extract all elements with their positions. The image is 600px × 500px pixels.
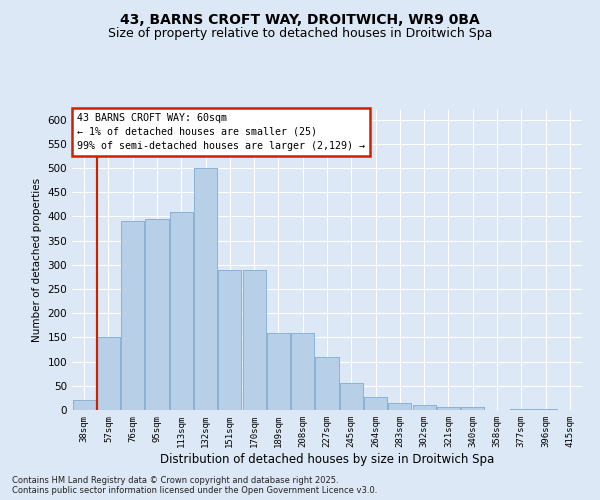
Bar — [145, 219, 169, 410]
Bar — [194, 168, 217, 410]
Bar — [242, 270, 266, 410]
Bar — [97, 338, 120, 410]
Bar — [194, 168, 217, 410]
Bar — [510, 409, 533, 410]
X-axis label: Distribution of detached houses by size in Droitwich Spa: Distribution of detached houses by size … — [160, 452, 494, 466]
Bar — [218, 270, 241, 410]
Text: 43 BARNS CROFT WAY: 60sqm
← 1% of detached houses are smaller (25)
99% of semi-d: 43 BARNS CROFT WAY: 60sqm ← 1% of detach… — [77, 113, 365, 151]
Bar — [413, 405, 436, 410]
Text: Contains HM Land Registry data © Crown copyright and database right 2025.
Contai: Contains HM Land Registry data © Crown c… — [12, 476, 377, 495]
Bar — [291, 332, 314, 410]
Bar — [340, 384, 363, 410]
Bar — [340, 384, 363, 410]
Y-axis label: Number of detached properties: Number of detached properties — [32, 178, 42, 342]
Bar — [145, 219, 169, 410]
Text: 43, BARNS CROFT WAY, DROITWICH, WR9 0BA: 43, BARNS CROFT WAY, DROITWICH, WR9 0BA — [120, 12, 480, 26]
Text: Size of property relative to detached houses in Droitwich Spa: Size of property relative to detached ho… — [108, 28, 492, 40]
Bar — [437, 407, 460, 410]
Bar — [461, 406, 484, 410]
Bar — [267, 332, 290, 410]
Bar — [437, 407, 460, 410]
Bar — [97, 338, 120, 410]
Bar — [170, 212, 193, 410]
Bar — [510, 409, 533, 410]
Bar — [388, 402, 412, 410]
Bar — [316, 357, 338, 410]
Bar — [170, 212, 193, 410]
Bar — [316, 357, 338, 410]
Bar — [267, 332, 290, 410]
Bar — [291, 332, 314, 410]
Bar — [121, 222, 144, 410]
Bar — [218, 270, 241, 410]
Bar — [364, 397, 387, 410]
Bar — [121, 222, 144, 410]
Bar — [413, 405, 436, 410]
Bar — [388, 402, 412, 410]
Bar — [364, 397, 387, 410]
Bar — [73, 400, 95, 410]
Bar — [461, 406, 484, 410]
Bar — [73, 400, 95, 410]
Bar — [534, 408, 557, 410]
Bar — [534, 408, 557, 410]
Bar — [242, 270, 266, 410]
